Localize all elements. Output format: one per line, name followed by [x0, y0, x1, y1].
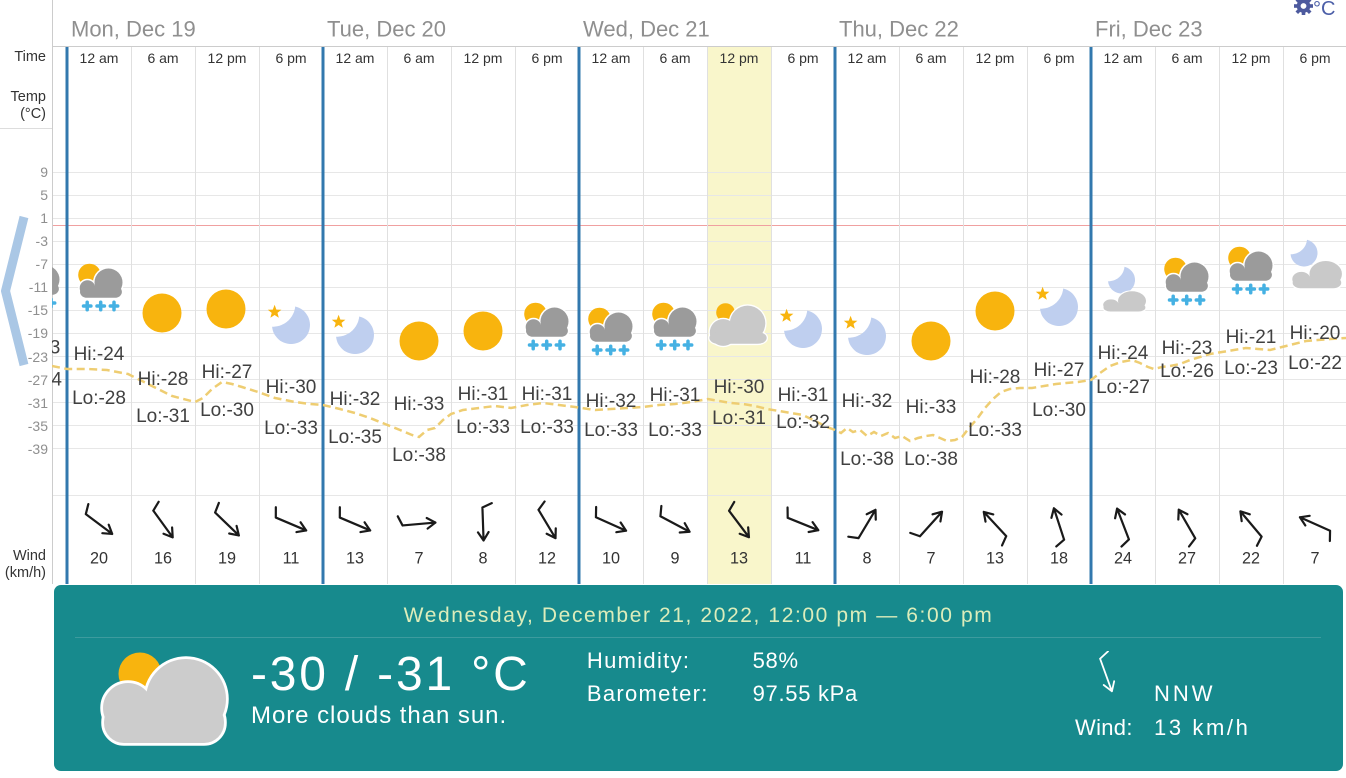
svg-text:Mon, Dec 19: Mon, Dec 19	[71, 17, 196, 42]
svg-text:Lo:-33: Lo:-33	[968, 420, 1022, 441]
svg-text:12 am: 12 am	[336, 50, 375, 66]
svg-text:Lo:-33: Lo:-33	[264, 418, 318, 439]
svg-text:Hi:-28: Hi:-28	[138, 369, 189, 390]
svg-text:Hi:-24: Hi:-24	[74, 344, 125, 365]
svg-text:Hi:-27: Hi:-27	[202, 362, 253, 383]
svg-text:Lo:-26: Lo:-26	[1160, 361, 1214, 382]
svg-text:Lo:-24: Lo:-24	[52, 370, 62, 391]
svg-text:12: 12	[538, 550, 556, 568]
svg-text:6 pm: 6 pm	[787, 50, 818, 66]
svg-text:Fri, Dec 23: Fri, Dec 23	[1095, 17, 1203, 42]
svg-text:11: 11	[795, 550, 812, 568]
svg-text:12 am: 12 am	[1104, 50, 1143, 66]
svg-text:27: 27	[1178, 550, 1196, 568]
svg-text:13: 13	[346, 550, 364, 568]
svg-text:Thu, Dec 22: Thu, Dec 22	[839, 17, 959, 42]
svg-text:12 pm: 12 pm	[464, 50, 503, 66]
svg-text:Lo:-33: Lo:-33	[584, 420, 638, 441]
svg-text:6 am: 6 am	[147, 50, 178, 66]
svg-text:Hi:-23: Hi:-23	[52, 338, 60, 359]
svg-text:Lo:-33: Lo:-33	[520, 417, 574, 438]
svg-text:Wed, Dec 21: Wed, Dec 21	[583, 17, 710, 42]
svg-text:22: 22	[1242, 550, 1260, 568]
svg-text:18: 18	[1050, 550, 1068, 568]
svg-text:Lo:-33: Lo:-33	[648, 420, 702, 441]
svg-text:Lo:-30: Lo:-30	[200, 400, 254, 421]
svg-text:Hi:-23: Hi:-23	[1162, 338, 1213, 359]
svg-text:Hi:-30: Hi:-30	[266, 377, 317, 398]
svg-text:Hi:-32: Hi:-32	[330, 389, 381, 410]
svg-text:Hi:-21: Hi:-21	[1226, 327, 1277, 348]
svg-text:Lo:-38: Lo:-38	[840, 449, 894, 470]
svg-text:12 pm: 12 pm	[720, 50, 759, 66]
svg-text:Hi:-33: Hi:-33	[394, 394, 445, 415]
svg-text:7: 7	[414, 550, 423, 568]
svg-text:11: 11	[283, 550, 300, 568]
svg-text:6 am: 6 am	[659, 50, 690, 66]
svg-text:12 am: 12 am	[80, 50, 119, 66]
svg-text:19: 19	[218, 550, 236, 568]
svg-text:7: 7	[1310, 550, 1319, 568]
svg-text:13: 13	[730, 550, 748, 568]
svg-text:12 am: 12 am	[848, 50, 887, 66]
svg-text:Hi:-30: Hi:-30	[714, 377, 765, 398]
svg-text:6 pm: 6 pm	[1299, 50, 1330, 66]
svg-text:Hi:-27: Hi:-27	[1034, 360, 1085, 381]
svg-text:Hi:-31: Hi:-31	[778, 385, 829, 406]
svg-text:Hi:-31: Hi:-31	[458, 384, 509, 405]
svg-text:8: 8	[478, 550, 487, 568]
svg-text:Hi:-31: Hi:-31	[650, 385, 701, 406]
svg-text:Lo:-31: Lo:-31	[712, 408, 766, 429]
svg-text:Lo:-32: Lo:-32	[776, 412, 830, 433]
svg-text:Lo:-23: Lo:-23	[1224, 358, 1278, 379]
svg-text:Hi:-31: Hi:-31	[522, 384, 573, 405]
svg-text:6 am: 6 am	[915, 50, 946, 66]
svg-text:12 pm: 12 pm	[976, 50, 1015, 66]
svg-text:6 pm: 6 pm	[275, 50, 306, 66]
svg-text:Lo:-31: Lo:-31	[136, 406, 190, 427]
svg-text:Hi:-33: Hi:-33	[906, 397, 957, 418]
svg-text:Hi:-20: Hi:-20	[1290, 323, 1341, 344]
svg-text:Lo:-28: Lo:-28	[72, 388, 126, 409]
svg-text:Lo:-35: Lo:-35	[328, 427, 382, 448]
svg-text:16: 16	[154, 550, 172, 568]
svg-text:20: 20	[90, 550, 108, 568]
svg-text:Lo:-27: Lo:-27	[1096, 377, 1150, 398]
svg-text:Hi:-32: Hi:-32	[586, 391, 637, 412]
svg-text:12 pm: 12 pm	[208, 50, 247, 66]
svg-text:Lo:-38: Lo:-38	[392, 445, 446, 466]
svg-text:7: 7	[926, 550, 935, 568]
svg-text:Hi:-28: Hi:-28	[970, 367, 1021, 388]
svg-text:12 am: 12 am	[592, 50, 631, 66]
svg-text:6 am: 6 am	[403, 50, 434, 66]
svg-text:Lo:-30: Lo:-30	[1032, 400, 1086, 421]
svg-text:Hi:-32: Hi:-32	[842, 391, 893, 412]
svg-text:13: 13	[986, 550, 1004, 568]
svg-text:12 pm: 12 pm	[1232, 50, 1271, 66]
svg-text:8: 8	[862, 550, 871, 568]
svg-text:6 pm: 6 pm	[1043, 50, 1074, 66]
svg-text:Hi:-24: Hi:-24	[1098, 343, 1149, 364]
svg-text:10: 10	[602, 550, 620, 568]
svg-text:6 pm: 6 pm	[531, 50, 562, 66]
svg-text:Tue, Dec 20: Tue, Dec 20	[327, 17, 446, 42]
svg-text:9: 9	[670, 550, 679, 568]
svg-text:Lo:-22: Lo:-22	[1288, 353, 1342, 374]
svg-text:24: 24	[1114, 550, 1132, 568]
svg-text:6 am: 6 am	[1171, 50, 1202, 66]
svg-text:Lo:-33: Lo:-33	[456, 417, 510, 438]
svg-text:Lo:-38: Lo:-38	[904, 449, 958, 470]
